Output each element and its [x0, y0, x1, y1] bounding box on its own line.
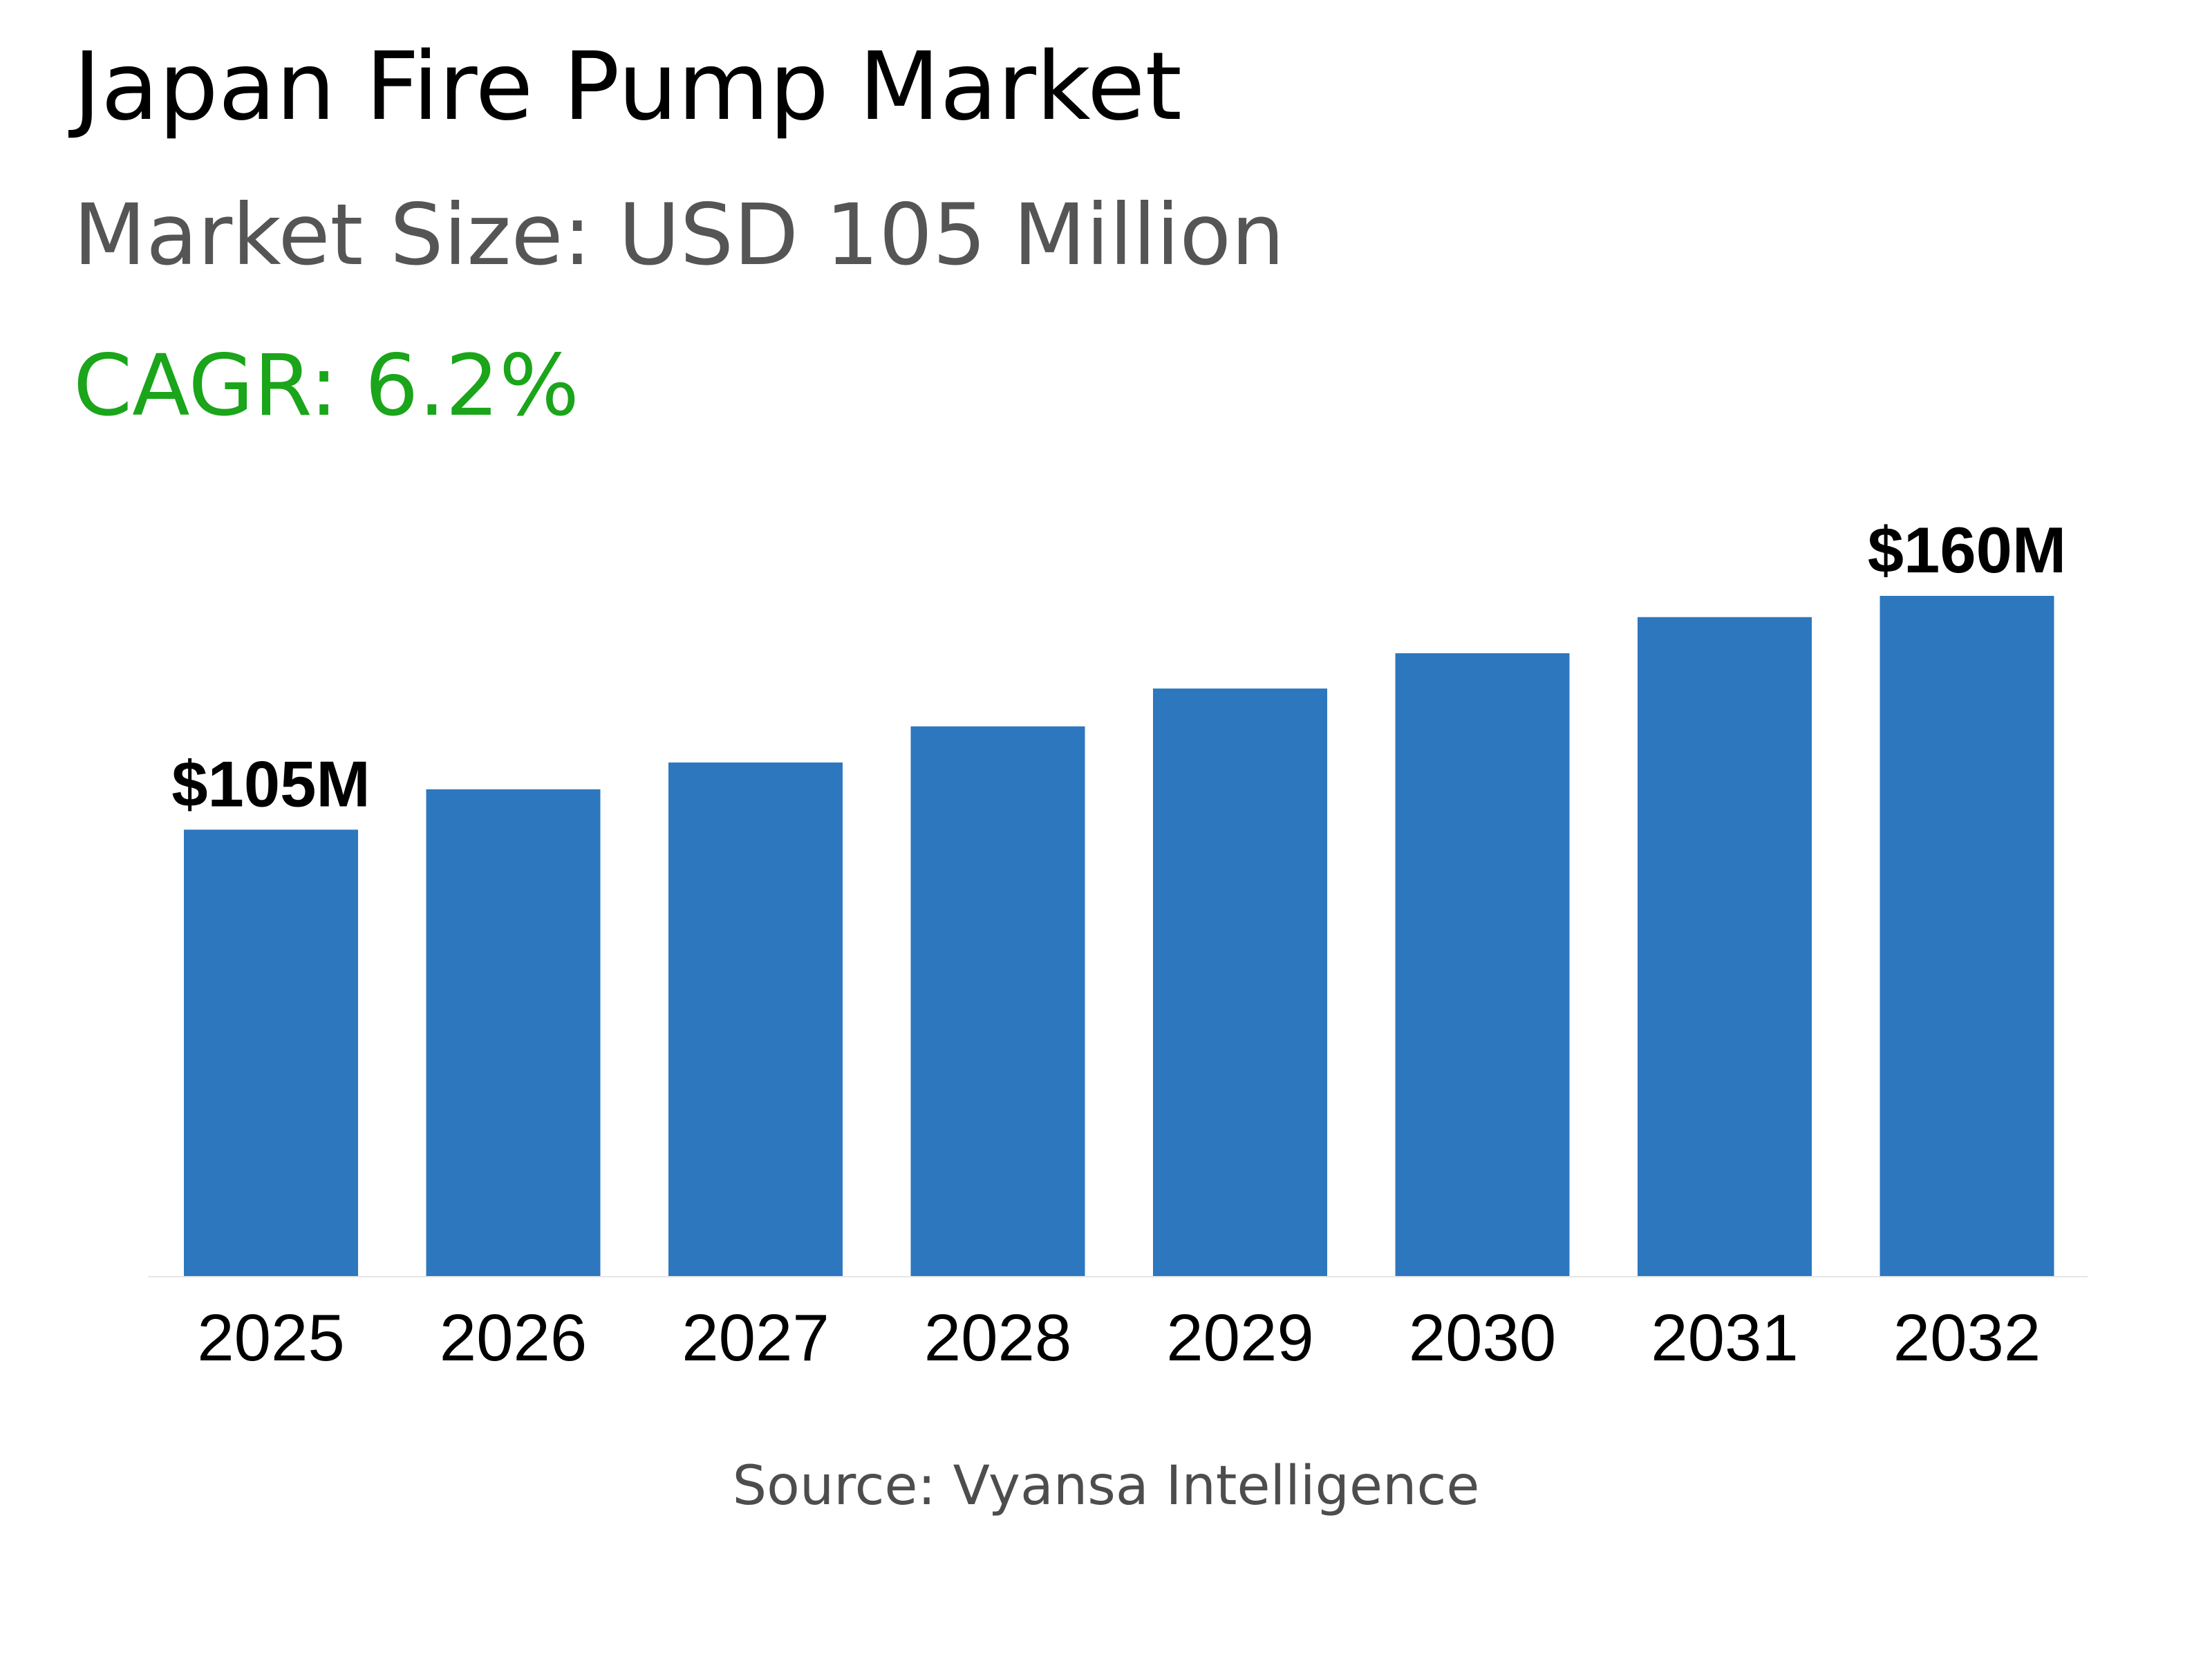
data-label-2025: $105M: [171, 747, 370, 820]
x-tick-label-2025: 2025: [197, 1301, 345, 1375]
x-tick-label-2032: 2032: [1893, 1301, 2041, 1375]
bar-2028: [910, 726, 1085, 1276]
bar-2032: [1880, 596, 2054, 1276]
bar-2029: [1153, 688, 1327, 1276]
x-tick-label-2028: 2028: [924, 1301, 1072, 1375]
x-tick-label-2027: 2027: [682, 1301, 830, 1375]
bar-2031: [1638, 617, 1812, 1276]
x-tick-label-2030: 2030: [1409, 1301, 1557, 1375]
x-tick-label-2029: 2029: [1166, 1301, 1314, 1375]
market-size-subtitle: Market Size: USD 105 Million: [73, 186, 1285, 284]
bar-2026: [426, 789, 601, 1276]
data-label-2032: $160M: [1868, 514, 2066, 586]
source-credit: Source: Vyansa Intelligence: [732, 1455, 1480, 1517]
bar-2030: [1395, 653, 1570, 1276]
cagr-label: CAGR: 6.2%: [73, 337, 579, 435]
x-tick-label-2031: 2031: [1651, 1301, 1799, 1375]
bar-2025: [184, 830, 358, 1276]
bar-2027: [668, 762, 843, 1276]
x-tick-label-2026: 2026: [440, 1301, 588, 1375]
chart-title: Japan Fire Pump Market: [73, 32, 1182, 142]
